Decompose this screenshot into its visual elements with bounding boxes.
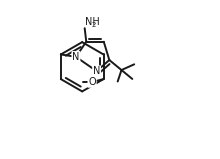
Text: O: O	[88, 77, 96, 87]
Text: N: N	[93, 66, 100, 76]
Text: 2: 2	[91, 22, 96, 28]
Text: NH: NH	[85, 17, 100, 27]
Text: N: N	[72, 52, 80, 62]
